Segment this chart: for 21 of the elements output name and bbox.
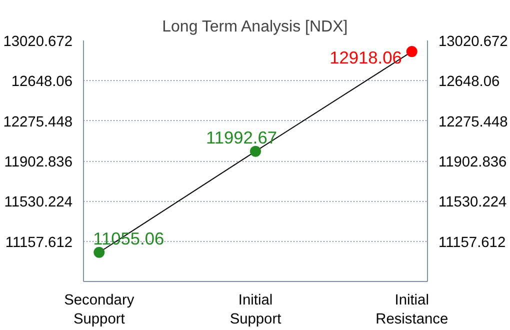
y2-tick-label: 12275.448 — [438, 114, 508, 130]
x-tick-label: Initial Resistance — [376, 292, 448, 328]
y2-tick-label: 11902.836 — [438, 154, 507, 170]
y-tick-label: 12648.06 — [11, 74, 73, 90]
y2-tick-label: 11157.612 — [438, 234, 506, 251]
chart-title: Long Term Analysis [NDX] — [162, 18, 348, 36]
point — [94, 246, 105, 258]
y-tick-label: 11157.612 — [5, 234, 73, 251]
y-tick-label: 13020.672 — [3, 34, 72, 50]
y-tick-label: 11530.224 — [4, 194, 73, 211]
x-tick-label: Initial Support — [230, 292, 282, 328]
data-label: 12918.06 — [330, 48, 402, 68]
y-tick-label: 11902.836 — [4, 154, 73, 170]
point — [406, 46, 418, 58]
y2-tick-label: 11530.224 — [438, 194, 507, 211]
y2-tick-label: 13020.672 — [438, 34, 508, 50]
y-tick-label: 12275.448 — [3, 114, 72, 130]
data-label: 11992.67 — [206, 127, 278, 148]
point — [250, 146, 261, 157]
y2-tick-label: 12648.06 — [438, 74, 500, 90]
x-tick-label: Secondary Support — [64, 292, 135, 328]
